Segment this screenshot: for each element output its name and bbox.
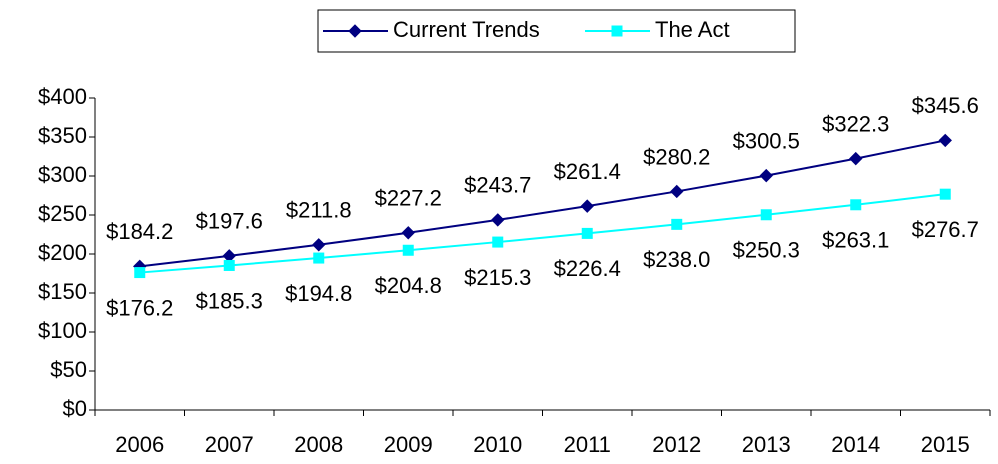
series-line	[139, 193, 946, 274]
legend-box	[317, 9, 796, 53]
data-label: $250.3	[733, 238, 800, 263]
point	[850, 199, 862, 211]
point	[401, 226, 415, 240]
point	[134, 267, 146, 279]
point	[491, 213, 505, 227]
data-label: $227.2	[375, 186, 442, 211]
data-label: $194.8	[285, 281, 352, 306]
legend-label: The Act	[655, 17, 730, 42]
data-label: $276.7	[912, 217, 979, 242]
y-tick-label: $250	[38, 201, 87, 226]
point	[939, 188, 951, 200]
data-label: $345.6	[912, 93, 979, 118]
point	[671, 218, 683, 230]
data-label: $226.4	[554, 256, 621, 281]
x-tick-label: 2013	[742, 432, 791, 457]
x-tick-label: 2007	[205, 432, 254, 457]
y-tick-label: $350	[38, 123, 87, 148]
x-tick-label: 2015	[921, 432, 970, 457]
y-tick-label: $50	[50, 357, 87, 382]
point	[313, 252, 325, 264]
legend-label: Current Trends	[393, 17, 540, 42]
data-label: $185.3	[196, 288, 263, 313]
x-tick-label: 2012	[652, 432, 701, 457]
data-label: $176.2	[106, 295, 173, 320]
data-label: $243.7	[464, 173, 531, 198]
y-tick-label: $200	[38, 240, 87, 265]
data-label: $197.6	[196, 209, 263, 234]
legend-marker	[611, 25, 623, 37]
data-label: $215.3	[464, 265, 531, 290]
x-tick-label: 2009	[384, 432, 433, 457]
data-label: $261.4	[554, 159, 621, 184]
x-tick-label: 2008	[294, 432, 343, 457]
data-label: $263.1	[822, 228, 889, 253]
point	[938, 133, 952, 148]
point	[670, 184, 684, 199]
point	[402, 244, 414, 256]
x-tick-label: 2006	[115, 432, 164, 457]
series-line	[139, 139, 946, 268]
data-label: $204.8	[375, 273, 442, 298]
point	[759, 168, 773, 183]
data-label: $184.2	[106, 219, 173, 244]
data-label: $322.3	[822, 111, 889, 136]
point	[223, 259, 235, 271]
point	[492, 236, 504, 248]
y-tick-label: $100	[38, 318, 87, 343]
point	[849, 151, 863, 166]
x-tick-label: 2010	[473, 432, 522, 457]
point	[312, 238, 326, 252]
y-tick-label: $400	[38, 84, 87, 109]
legend-marker	[348, 24, 362, 38]
data-label: $280.2	[643, 144, 710, 169]
x-tick-label: 2011	[564, 432, 611, 457]
data-label: $211.8	[286, 198, 352, 223]
y-tick-label: $0	[63, 396, 87, 421]
point	[760, 209, 772, 221]
y-tick-label: $300	[38, 162, 87, 187]
x-tick-label: 2014	[831, 432, 880, 457]
data-label: $300.5	[733, 128, 800, 153]
y-tick-label: $150	[38, 279, 87, 304]
point	[580, 199, 594, 213]
data-label: $238.0	[643, 247, 710, 272]
point	[581, 227, 593, 239]
